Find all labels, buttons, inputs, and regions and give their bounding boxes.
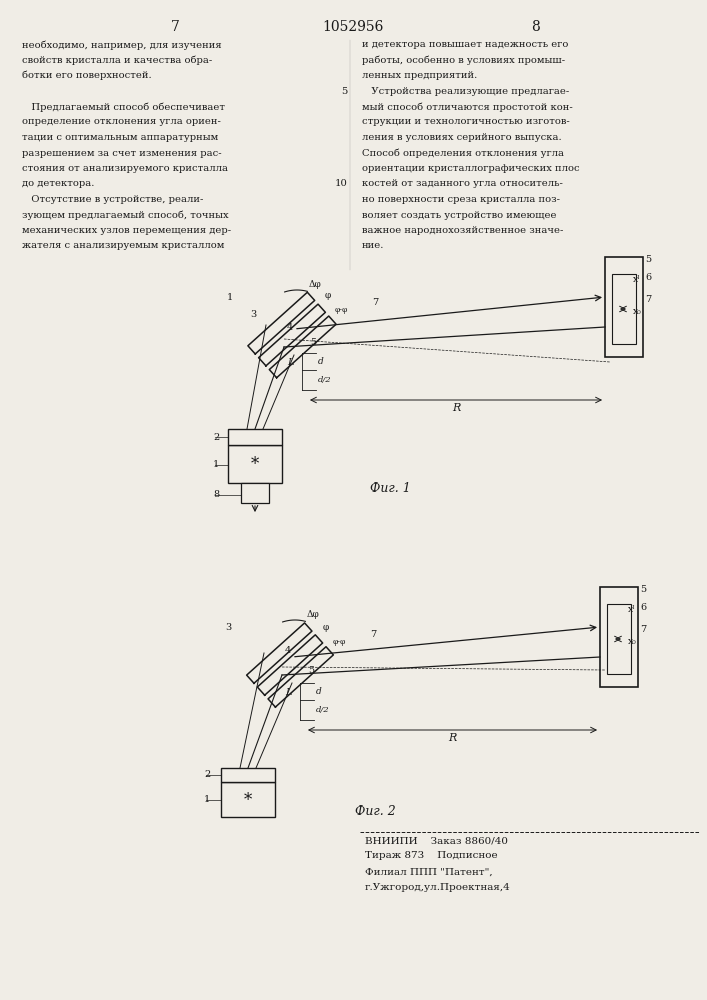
Text: г.Ужгород,ул.Проектная,4: г.Ужгород,ул.Проектная,4 [365,883,510,892]
Bar [605,257,643,357]
Text: x₀: x₀ [633,307,642,316]
Text: *: * [244,792,252,808]
Text: ботки его поверхностей.: ботки его поверхностей. [22,71,151,81]
Text: 6: 6 [640,603,646,612]
Text: работы, особенно в условиях промыш-: работы, особенно в условиях промыш- [362,55,565,65]
Text: 5: 5 [310,338,316,347]
Text: важное народнохозяйственное значе-: важное народнохозяйственное значе- [362,226,563,235]
Text: механических узлов перемещения дер-: механических узлов перемещения дер- [22,226,231,235]
Text: мый способ отличаются простотой кон-: мый способ отличаются простотой кон- [362,102,573,111]
Text: 7: 7 [372,298,378,307]
Bar [600,587,638,687]
Text: Фиг. 1: Фиг. 1 [370,482,411,495]
Text: R: R [452,403,460,413]
Bar [241,483,269,503]
Text: ориентации кристаллографических плос: ориентации кристаллографических плос [362,164,580,173]
Text: R: R [448,733,457,743]
Text: струкции и технологичностью изготов-: струкции и технологичностью изготов- [362,117,570,126]
Text: φ: φ [323,623,329,632]
Text: и детектора повышает надежность его: и детектора повышает надежность его [362,40,568,49]
Text: Предлагаемый способ обеспечивает: Предлагаемый способ обеспечивает [22,102,225,111]
Text: до детектора.: до детектора. [22,180,94,188]
Text: 4: 4 [285,646,291,655]
Text: 3: 3 [250,310,256,319]
Text: 1052956: 1052956 [322,20,384,34]
Text: L: L [285,688,291,697]
Bar [228,445,282,483]
Text: xᴵ: xᴵ [633,275,641,284]
Text: Отсутствие в устройстве, реали-: Отсутствие в устройстве, реали- [22,195,204,204]
Text: зующем предлагаемый способ, точных: зующем предлагаемый способ, точных [22,211,228,220]
Text: d/2: d/2 [318,376,332,384]
Text: 3: 3 [225,623,231,632]
Text: 5: 5 [645,255,651,264]
Text: Тираж 873    Подписное: Тираж 873 Подписное [365,851,498,860]
Text: *: * [251,456,259,474]
Text: Δφ: Δφ [309,280,322,289]
Text: Устройства реализующие предлагае-: Устройства реализующие предлагае- [362,87,569,96]
Text: 5: 5 [341,87,348,96]
Text: 7: 7 [170,20,180,34]
Text: ВНИИПИ    Заказ 8860/40: ВНИИПИ Заказ 8860/40 [365,836,508,845]
Bar [607,604,631,674]
Text: d: d [318,357,324,366]
Text: 7: 7 [370,630,376,639]
Text: 7: 7 [640,625,646,634]
Bar [228,429,282,445]
Text: Способ определения отклонения угла: Способ определения отклонения угла [362,148,564,158]
Text: тации с оптимальным аппаратурным: тации с оптимальным аппаратурным [22,133,218,142]
Text: Фиг. 2: Фиг. 2 [355,805,396,818]
Text: костей от заданного угла относитель-: костей от заданного угла относитель- [362,180,563,188]
Text: но поверхности среза кристалла поз-: но поверхности среза кристалла поз- [362,195,560,204]
Text: 6: 6 [645,273,651,282]
Text: ние.: ние. [362,241,385,250]
Text: φ: φ [325,291,332,300]
Text: d: d [316,687,322,696]
Text: определение отклонения угла ориен-: определение отклонения угла ориен- [22,117,221,126]
Bar [612,274,636,344]
Text: 2: 2 [213,433,219,442]
Text: 5: 5 [640,585,646,594]
Text: жателя с анализируемым кристаллом: жателя с анализируемым кристаллом [22,241,224,250]
Text: d/2: d/2 [316,706,329,714]
Text: свойств кристалла и качества обра-: свойств кристалла и качества обра- [22,55,212,65]
Text: φ-φ: φ-φ [335,306,349,314]
Text: 10: 10 [335,180,348,188]
Text: 1: 1 [213,460,219,469]
Text: Δφ: Δφ [307,610,320,619]
Text: φ-φ: φ-φ [333,638,346,646]
Text: x₀: x₀ [628,637,637,646]
Text: воляет создать устройство имеющее: воляет создать устройство имеющее [362,211,556,220]
Text: 1: 1 [227,293,233,302]
Text: 8: 8 [531,20,539,34]
Text: 5: 5 [308,666,314,675]
Bar [221,782,275,817]
Text: xᴵ: xᴵ [628,605,636,614]
Text: 4: 4 [287,323,293,332]
Text: ления в условиях серийного выпуска.: ления в условиях серийного выпуска. [362,133,561,142]
Text: 7: 7 [645,295,651,304]
Text: 2: 2 [204,770,210,779]
Text: L: L [287,358,293,367]
Text: разрешением за счет изменения рас-: разрешением за счет изменения рас- [22,148,221,157]
Text: необходимо, например, для изучения: необходимо, например, для изучения [22,40,221,49]
Bar [221,768,275,782]
Text: 1: 1 [204,795,210,804]
Text: ленных предприятий.: ленных предприятий. [362,71,477,80]
Text: 8: 8 [213,490,219,499]
Text: Филиал ППП "Патент",: Филиал ППП "Патент", [365,868,493,877]
Text: стояния от анализируемого кристалла: стояния от анализируемого кристалла [22,164,228,173]
